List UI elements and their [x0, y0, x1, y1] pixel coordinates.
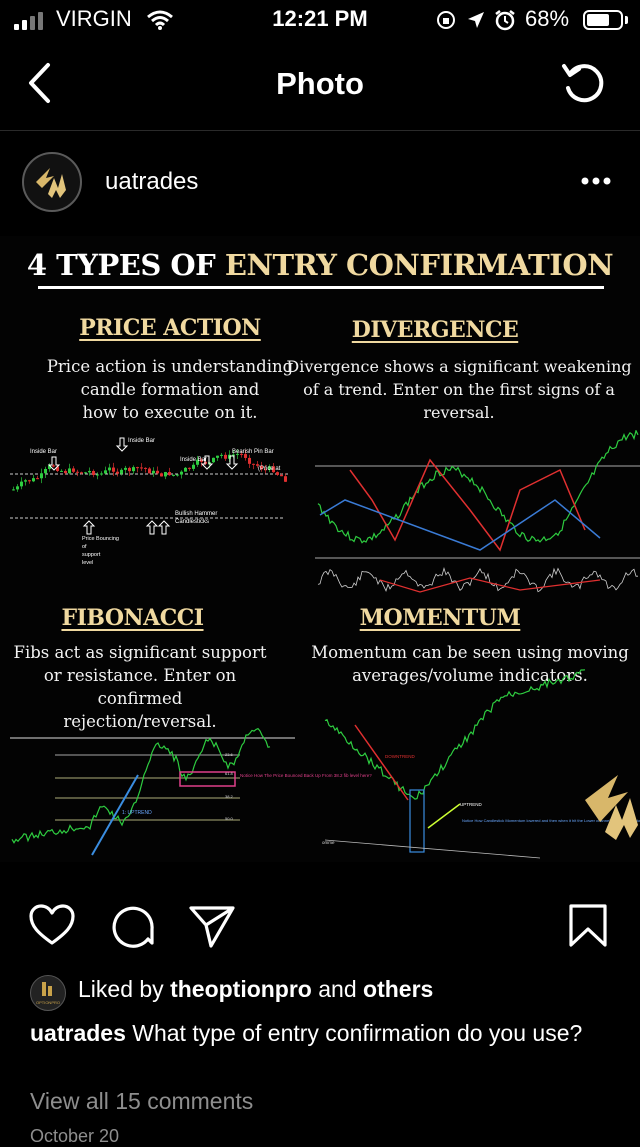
bearish-pin-label: Bearish Pin Bar [232, 449, 274, 455]
price-action-chart: Inside Bar Inside Bar Inside Bar Bearish… [10, 437, 290, 566]
comment-icon[interactable] [108, 903, 156, 949]
downtrend-label: DOWNTREND [385, 754, 415, 759]
divergence-chart [315, 430, 640, 593]
post-caption: uatrades What type of entry confirmation… [30, 1019, 620, 1047]
inside-bar-label-2: Inside Bar [128, 438, 155, 444]
bounce-label-4: level [82, 560, 93, 566]
fib-level-3: 50.0 [225, 816, 234, 821]
bullish-hammer-label: Bullish Hammer [175, 511, 217, 517]
page-title: Photo [276, 66, 364, 101]
liker-avatar-text: OPTIONPRO [36, 1000, 60, 1005]
liker-username[interactable]: theoptionpro [170, 976, 312, 1002]
post-username[interactable]: uatrades [105, 168, 199, 195]
wifi-icon [147, 10, 173, 30]
bounce-label-1: Price Bouncing [82, 536, 119, 542]
heart-icon[interactable] [28, 903, 76, 947]
uatrades-watermark-logo [585, 775, 638, 840]
caption-username[interactable]: uatrades [30, 1020, 126, 1046]
send-icon[interactable] [188, 903, 236, 949]
more-options-icon[interactable] [580, 176, 612, 186]
post-date: October 20 [30, 1126, 120, 1146]
avatar[interactable] [22, 152, 82, 212]
view-comments-link[interactable]: View all 15 comments [30, 1088, 254, 1114]
mom-note: Notice How Candlestick Momentum lowered … [462, 818, 640, 823]
fibonacci-desc: Fibs act as significant support or resis… [13, 643, 267, 731]
likes-text: Liked by theoptionpro and others [78, 976, 434, 1002]
likes-others[interactable]: others [363, 976, 434, 1002]
bounce-label-3: support [82, 552, 101, 558]
battery-icon [583, 10, 623, 30]
fibonacci-chart: Notice How The Price Bounced Back Up Fro… [10, 727, 372, 856]
caption-text: What type of entry confirmation do you u… [132, 1020, 583, 1046]
momentum-desc: Momentum can be seen using moving averag… [311, 643, 629, 685]
divergence-heading: DIVERGENCE [351, 317, 519, 343]
uatrades-logo-icon [36, 168, 66, 198]
inside-bar-label-1: Inside Bar [30, 449, 57, 455]
post-charts: Inside Bar Inside Bar Inside Bar Bearish… [10, 430, 640, 859]
bounce-label-2: of [82, 544, 87, 550]
candlesticks-label: Candlesticks [175, 519, 209, 525]
post-image[interactable] [0, 236, 640, 862]
rotation-lock-icon [437, 11, 455, 29]
back-chevron-icon[interactable] [26, 62, 54, 104]
price-action-heading: PRICE ACTION [79, 315, 261, 341]
location-icon [468, 12, 484, 28]
liker-avatar[interactable]: OPTIONPRO [30, 975, 66, 1011]
status-bar: VIRGIN 12:21 PM 68% [0, 0, 640, 40]
price-at-label: (Price at [258, 466, 281, 472]
fib-level-2: 38.2 [225, 794, 234, 799]
refresh-icon[interactable] [560, 60, 608, 108]
signal-icon [14, 12, 43, 30]
price-action-desc: Price action is understanding candle for… [46, 357, 294, 422]
mom-uptrend-label: UPTREND [460, 802, 483, 807]
bookmark-icon[interactable] [566, 903, 610, 949]
mom-axis-label: omme [322, 840, 335, 845]
post-image-title: 4 TYPES OF ENTRY CONFIRMATION [26, 248, 614, 282]
fibonacci-heading: FIBONACCI [61, 605, 204, 631]
fib-uptrend-label: 1: UPTREND [122, 810, 152, 816]
title-underline [38, 286, 604, 289]
battery-percent: 68% [525, 6, 570, 31]
fib-note: Notice How The Price Bounced Back Up Fro… [240, 773, 372, 778]
inside-bar-label-3: Inside Bar [180, 457, 207, 463]
momentum-heading: MOMENTUM [359, 605, 521, 631]
nav-divider [0, 130, 640, 131]
divergence-desc: Divergence shows a significant weakening… [286, 357, 632, 422]
alarm-icon [495, 10, 515, 31]
fib-level-1: 61.8 [225, 771, 234, 776]
carrier-name: VIRGIN [56, 6, 132, 31]
status-time: 12:21 PM [272, 6, 368, 31]
fib-level-4: 23.6 [225, 752, 234, 757]
momentum-chart: DOWNTREND UPTREND Notice How Candlestick… [322, 669, 640, 859]
